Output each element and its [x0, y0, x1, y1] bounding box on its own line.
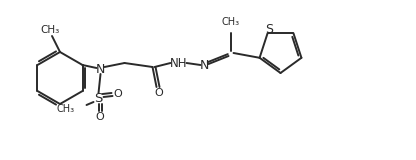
Text: S: S: [265, 23, 274, 36]
Text: CH₃: CH₃: [221, 17, 240, 27]
Text: O: O: [154, 88, 163, 98]
Text: CH₃: CH₃: [40, 25, 59, 35]
Text: O: O: [113, 89, 122, 99]
Text: S: S: [94, 92, 103, 105]
Text: CH₃: CH₃: [57, 104, 74, 114]
Text: NH: NH: [170, 56, 187, 69]
Text: O: O: [95, 112, 104, 122]
Text: N: N: [200, 59, 209, 72]
Text: N: N: [96, 63, 105, 76]
